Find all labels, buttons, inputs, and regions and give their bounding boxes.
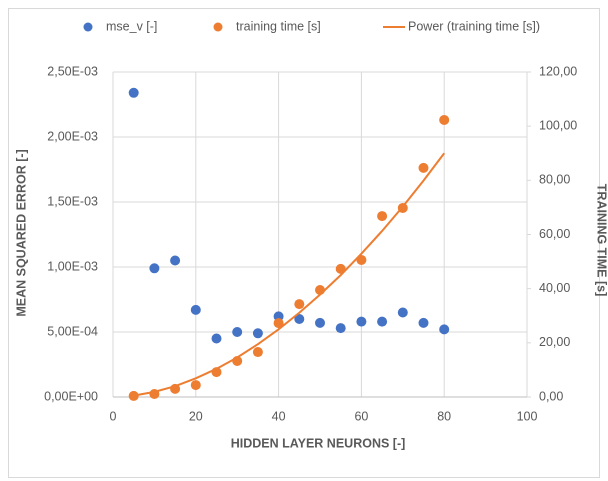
point xyxy=(418,317,429,328)
legend-label: Power (training time [s]) xyxy=(408,19,540,33)
x-tick-label: 60 xyxy=(354,409,368,423)
point xyxy=(335,323,346,334)
trendline xyxy=(133,152,445,397)
point xyxy=(252,328,263,339)
y2-tick-label: 120,00 xyxy=(539,64,577,78)
point xyxy=(294,299,305,310)
point xyxy=(149,263,160,274)
point xyxy=(128,87,139,98)
x-tick-label: 100 xyxy=(517,409,538,423)
legend-label: training time [s] xyxy=(236,19,321,33)
y-tick-label: 2,50E-03 xyxy=(47,64,98,78)
legend-key xyxy=(213,22,223,32)
point xyxy=(273,318,284,329)
point xyxy=(315,317,325,328)
point xyxy=(190,380,201,391)
y2-axis-title: TRAINING TIME [s] xyxy=(595,184,608,297)
point xyxy=(128,390,139,401)
legend-key xyxy=(83,22,93,32)
y2-tick-label: 40,00 xyxy=(539,281,570,295)
point xyxy=(418,162,429,173)
y-tick-label: 5,00E-04 xyxy=(47,324,98,338)
x-tick-label: 80 xyxy=(437,409,451,423)
y2-tick-label: 20,00 xyxy=(539,335,570,349)
y-tick-label: 1,50E-03 xyxy=(47,194,98,208)
y2-tick-label: 60,00 xyxy=(539,227,570,241)
point xyxy=(190,304,201,315)
legend-label: mse_v [-] xyxy=(106,19,157,33)
x-tick-label: 40 xyxy=(272,409,286,423)
y-tick-label: 0,00E+00 xyxy=(44,389,98,403)
chart-frame xyxy=(8,8,600,478)
x-tick-label: 0 xyxy=(110,409,117,423)
point xyxy=(294,314,305,324)
point xyxy=(356,316,367,327)
point xyxy=(211,333,222,344)
point xyxy=(377,316,388,327)
point xyxy=(232,327,243,337)
y-tick-label: 2,00E-03 xyxy=(47,129,98,143)
y2-tick-label: 80,00 xyxy=(539,173,570,187)
y2-tick-label: 100,00 xyxy=(539,118,577,132)
point xyxy=(397,307,408,318)
y-axis-title: MEAN SQUARED ERROR [-] xyxy=(14,149,28,316)
x-tick-label: 20 xyxy=(189,409,203,423)
point xyxy=(170,255,181,266)
point xyxy=(252,347,263,358)
y-tick-label: 1,00E-03 xyxy=(47,259,98,273)
point xyxy=(439,324,450,335)
point xyxy=(377,211,388,222)
y2-tick-label: 0,00 xyxy=(539,389,563,403)
point xyxy=(439,114,450,125)
x-axis-title: HIDDEN LAYER NEURONS [-] xyxy=(231,436,406,450)
